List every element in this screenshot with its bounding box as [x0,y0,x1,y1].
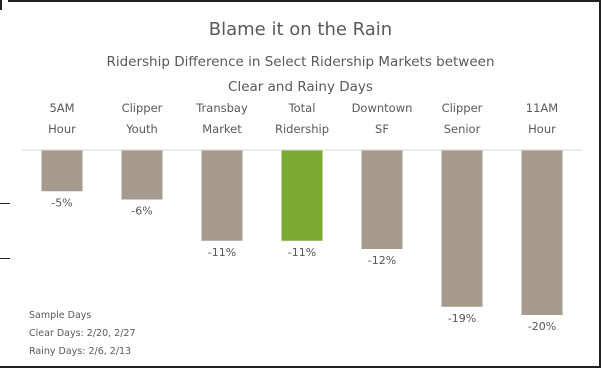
chart-subtitle: Ridership Difference in Select Ridership… [106,54,495,95]
data-label: -6% [131,205,152,218]
data-label: -19% [448,312,476,325]
bar [521,150,563,315]
bar [361,150,403,249]
category-label: Market [202,122,242,136]
category-label: Senior [444,122,481,136]
category-label: Downtown [352,101,413,115]
data-label: -20% [528,320,556,333]
category-label: Clipper [122,101,163,115]
data-label: -11% [288,246,316,259]
frame-border-left [0,0,2,10]
category-label: SF [375,122,389,136]
category-label: Clipper [442,101,483,115]
category-label: 5AM [49,101,74,115]
sample-days-heading: Sample Days [29,310,92,321]
chart-title: Blame it on the Rain [208,19,393,40]
bar [441,150,483,307]
category-label: Youth [125,122,158,136]
data-label: -11% [208,246,236,259]
category-label: Hour [528,122,556,136]
category-label: Transbay [195,101,248,115]
frame-edge-tick [0,258,10,259]
frame-border-bottom [0,366,601,368]
data-label: -5% [51,196,72,209]
sample-days-note: Sample Days Clear Days: 2/20, 2/27 Rainy… [29,307,136,361]
clear-days-note: Clear Days: 2/20, 2/27 [29,328,136,339]
bar [281,150,323,241]
category-label: Hour [48,122,76,136]
frame-border-top [8,0,601,2]
category-label: Total [288,101,316,115]
frame-border-right [599,0,601,368]
rainy-days-note: Rainy Days: 2/6, 2/13 [29,346,132,357]
bar [121,150,163,200]
data-label: -12% [368,254,396,267]
category-label: 11AM [526,101,558,115]
frame-edge-tick [0,203,10,204]
category-label: Ridership [275,122,329,136]
bar [41,150,83,192]
bar [201,150,243,241]
